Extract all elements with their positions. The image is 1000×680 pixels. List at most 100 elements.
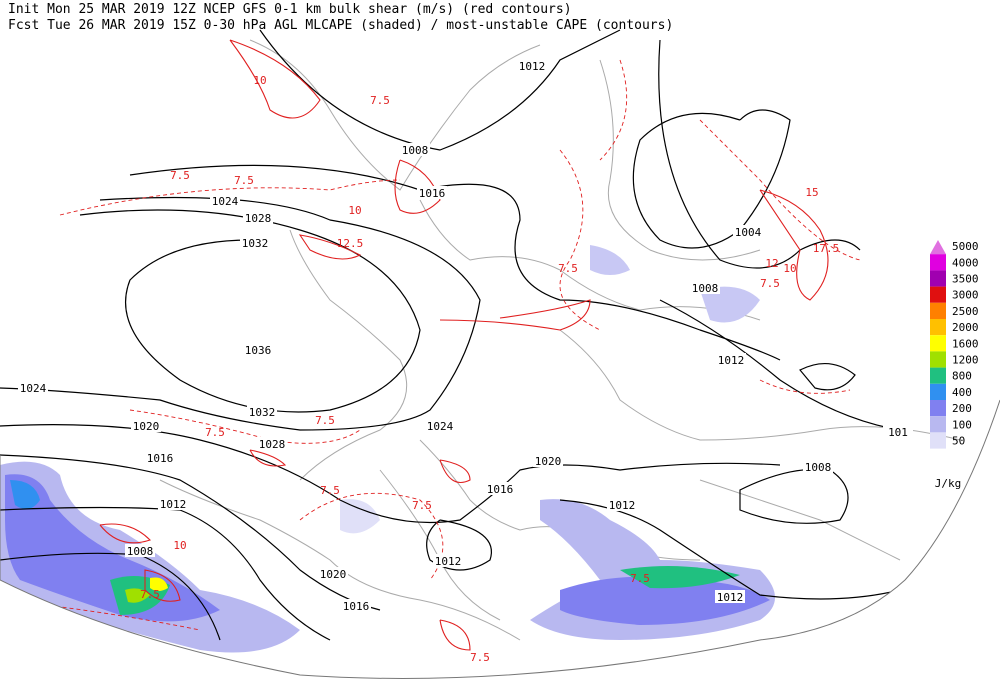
colorbar-unit: J/kg — [935, 477, 962, 490]
colorbar-box — [930, 351, 946, 368]
isobar-label: 1024 — [20, 382, 47, 395]
colorbar-box — [930, 383, 946, 400]
label-bg — [517, 59, 547, 72]
label-bg — [690, 281, 720, 294]
colorbar-box — [930, 335, 946, 352]
map: 1012100810161024102810321036103210281024… — [0, 29, 961, 664]
shear-contours — [99, 39, 829, 651]
isobar-label: 101 — [888, 426, 908, 439]
colorbar-box — [930, 400, 946, 417]
shear-label: 12 — [765, 257, 778, 270]
label-bg — [240, 236, 270, 249]
isobar-label: 1012 — [160, 498, 187, 511]
colorbar-arrow — [930, 240, 946, 255]
label-bg — [341, 599, 371, 612]
label-bg — [210, 194, 240, 207]
isobar-label: 1012 — [718, 354, 745, 367]
shear-label: 7.5 — [320, 484, 340, 497]
label-bg — [715, 590, 745, 603]
label-bg — [257, 437, 287, 450]
header-line: Init Mon 25 MAR 2019 12Z NCEP GFS 0-1 km… — [8, 2, 572, 17]
colorbar-label: 5000 — [952, 240, 979, 253]
colorbar-box — [930, 432, 946, 449]
colorbar-box — [930, 302, 946, 319]
shear-label: 10 — [348, 204, 361, 217]
isobar-label: 1004 — [735, 226, 762, 239]
label-bg — [733, 225, 763, 238]
isobar-label: 1032 — [242, 237, 269, 250]
header-line: Fcst Tue 26 MAR 2019 15Z 0-30 hPa AGL ML… — [8, 18, 673, 33]
colorbar-box — [930, 416, 946, 433]
isobar-label: 1024 — [212, 195, 239, 208]
colorbar-label: 2000 — [952, 321, 979, 334]
isobar-label: 1016 — [419, 187, 446, 200]
colorbar-box — [930, 254, 946, 271]
contour-labels: 1012100810161024102810321036103210281024… — [18, 59, 913, 664]
isobar-label: 1016 — [147, 452, 174, 465]
isobar-label: 1012 — [609, 499, 636, 512]
colorbar-label: 1600 — [952, 337, 979, 350]
label-bg — [533, 454, 563, 467]
colorbar-label: 800 — [952, 370, 972, 383]
isobar-label: 1020 — [535, 455, 562, 468]
isobar-label: 1012 — [717, 591, 744, 604]
isobar-label: 1016 — [487, 483, 514, 496]
shear-label: 7.5 — [140, 588, 160, 601]
label-bg — [318, 567, 348, 580]
shear-label: 7.5 — [558, 262, 578, 275]
shear-label: 7.5 — [630, 572, 650, 585]
colorbar-label: 2500 — [952, 305, 979, 318]
colorbar-label: 3000 — [952, 289, 979, 302]
isobar-label: 1020 — [133, 420, 160, 433]
isobar-label: 1032 — [249, 406, 276, 419]
label-bg — [433, 554, 463, 567]
isobar-label: 1012 — [435, 555, 462, 568]
isobar-label: 1008 — [402, 144, 429, 157]
shear-label: 15 — [805, 186, 818, 199]
isobar-label: 1008 — [692, 282, 719, 295]
label-bg — [716, 353, 746, 366]
isobar-label: 1028 — [245, 212, 272, 225]
colorbar: 5000 4000 3500 3000 2500 2000 1600 1200 800 400 20… — [930, 240, 979, 490]
colorbar-label: 1200 — [952, 354, 979, 367]
isobar-label: 1020 — [320, 568, 347, 581]
colorbar-label: 3500 — [952, 273, 979, 286]
shear-label: 7.5 — [760, 277, 780, 290]
label-bg — [243, 343, 273, 356]
label-bg — [125, 544, 155, 557]
label-bg — [607, 498, 637, 511]
isobar-label: 1008 — [805, 461, 832, 474]
colorbar-label: 100 — [952, 418, 972, 431]
colorbar-box — [930, 319, 946, 336]
label-bg — [145, 451, 175, 464]
isobar-label: 1012 — [519, 60, 546, 73]
shear-label: 7.5 — [315, 414, 335, 427]
label-bg — [243, 211, 273, 224]
colorbar-box — [930, 367, 946, 384]
colorbar-box — [930, 270, 946, 287]
isobar-label: 1024 — [427, 420, 454, 433]
isobar-label: 1036 — [245, 344, 272, 357]
label-bg — [425, 419, 455, 432]
label-bg — [417, 186, 447, 199]
label-bg — [803, 460, 833, 473]
colorbar-label: 200 — [952, 402, 972, 415]
label-bg — [131, 419, 161, 432]
shear-label: 7.5 — [470, 651, 490, 664]
label-bg — [485, 482, 515, 495]
shear-label: 7.5 — [170, 169, 190, 182]
shear-label: 10 — [253, 74, 266, 87]
colorbar-box — [930, 286, 946, 303]
isobar-label: 1028 — [259, 438, 286, 451]
label-bg — [883, 425, 913, 438]
shear-label: 10 — [173, 539, 186, 552]
boundaries — [159, 39, 961, 641]
domain-edge — [0, 399, 1000, 679]
shear-label: 7.5 — [205, 426, 225, 439]
shear-label: 17.5 — [813, 242, 840, 255]
isobar-label: 1016 — [343, 600, 370, 613]
label-bg — [18, 381, 48, 394]
cape-shading — [0, 245, 775, 653]
colorbar-label: 400 — [952, 386, 972, 399]
